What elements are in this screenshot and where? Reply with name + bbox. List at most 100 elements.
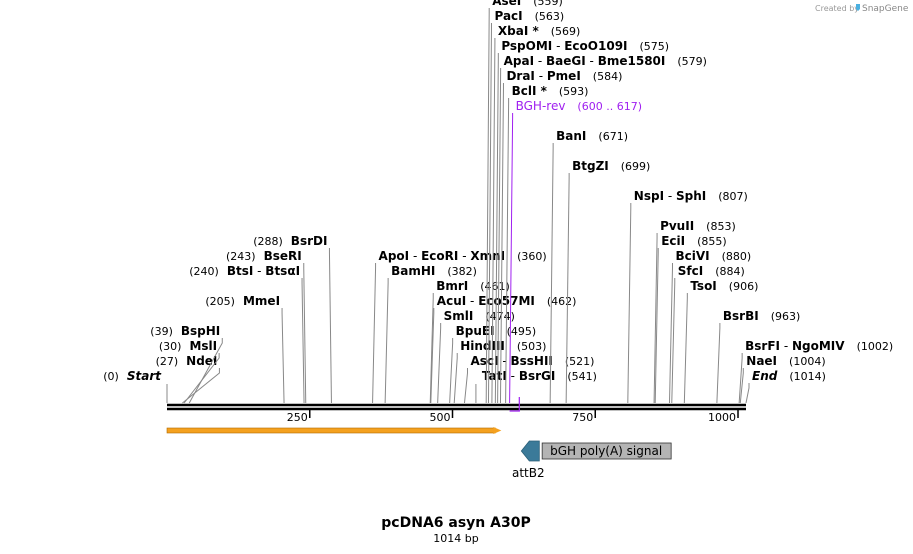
site-tsoi[interactable]: TsoI (906) <box>683 279 758 404</box>
site-leader-line <box>716 323 721 404</box>
site-label: TatI - BsrGI (541) <box>482 369 597 383</box>
credit-logo: Created by SnapGene <box>815 4 909 14</box>
site-leader-line <box>437 323 442 404</box>
site-mmei[interactable]: (205) MmeI <box>205 294 285 404</box>
site-label: End (1014) <box>752 369 826 383</box>
site-tati[interactable]: TatI - BsrGI (541) <box>475 369 597 403</box>
site-bpuei[interactable]: BpuEI (495) <box>449 324 537 404</box>
site-label: (243) BseRI <box>226 249 302 263</box>
site-asci[interactable]: AscI - BssHII (521) <box>463 354 594 404</box>
attb2-feature-arrow[interactable] <box>520 440 540 462</box>
site-leader-line <box>499 83 504 404</box>
tick-label: 250 <box>287 411 308 424</box>
ruler-ticks: 250 500 750 1000 <box>287 410 739 424</box>
site-label: (0) Start <box>103 369 162 383</box>
tick-label: 500 <box>430 411 451 424</box>
credit-text: Created by <box>815 4 859 13</box>
site-label: BanI (671) <box>556 129 628 143</box>
site-bmri[interactable]: BmrI (461) <box>429 279 510 404</box>
site-pvuii[interactable]: PvuII (853) <box>653 219 736 404</box>
tick-label: 1000 <box>708 411 736 424</box>
site-bsrfi[interactable]: BsrFI - NgoMIV (1002) <box>738 339 893 404</box>
site-leader-line <box>494 53 499 404</box>
site-bamhi[interactable]: BamHI (382) <box>384 264 477 404</box>
site-leader-line <box>654 248 659 404</box>
site-bgh-rev[interactable]: BGH-rev (600 .. 617) <box>509 99 642 412</box>
map-title: pcDNA6 asyn A30P <box>381 515 530 531</box>
site-label: SfcI (884) <box>678 264 745 278</box>
site-bseri[interactable]: (243) BseRI <box>226 249 307 404</box>
snapgene-logo-icon <box>856 4 860 11</box>
site-label: BamHI (382) <box>391 264 477 278</box>
site-leader-line <box>505 98 510 404</box>
site-naei[interactable]: NaeI (1004) <box>739 354 826 404</box>
site-label: PacI (563) <box>494 9 564 23</box>
attb2-label: attB2 <box>512 466 545 480</box>
site-label: NaeI (1004) <box>746 354 825 368</box>
site-label: ApoI - EcoRI - XmnI (360) <box>379 249 547 263</box>
site-leader-line <box>429 293 434 404</box>
site-label: BpuEI (495) <box>456 324 537 338</box>
bgh-polya-feature-box[interactable] <box>541 442 672 460</box>
site-xbai-[interactable]: XbaI * (569) <box>491 24 580 404</box>
site-start[interactable]: (0) Start <box>103 369 168 403</box>
site-label: (30) MslI <box>159 339 217 353</box>
site-label: AscI - BssHII (521) <box>470 354 594 368</box>
site-label: BsrFI - NgoMIV (1002) <box>745 339 893 353</box>
site-leader-line <box>491 38 496 404</box>
site-ndei[interactable]: (27) NdeI <box>156 354 220 404</box>
site-sfci[interactable]: SfcI (884) <box>671 264 745 404</box>
site-label: (39) BspHI <box>150 324 220 338</box>
restriction-sites: (0) Start(27) NdeI(30) MslI(39) BspHI (205) Mm… <box>103 0 893 412</box>
site-pspomi[interactable]: PspOMI - EcoO109I (575) <box>494 39 669 404</box>
primer-bracket <box>509 397 520 412</box>
site-leader-line <box>372 263 377 404</box>
site-bcli-[interactable]: BclI * (593) <box>505 84 589 404</box>
site-drai[interactable]: DraI - PmeI (584) <box>499 69 622 404</box>
site-label: (288) BsrDI <box>253 234 327 248</box>
site-leader-line <box>384 278 389 404</box>
tick-label: 750 <box>572 411 593 424</box>
site-msli[interactable]: (30) MslI <box>159 339 220 404</box>
site-leader-line <box>653 233 658 404</box>
site-label: PspOMI - EcoO109I (575) <box>501 39 669 53</box>
site-bsphi[interactable]: (39) BspHI <box>150 324 223 404</box>
map-length: 1014 bp <box>433 532 478 545</box>
site-leader-line <box>668 263 673 404</box>
bgh-polya-label: bGH poly(A) signal <box>550 444 662 458</box>
site-nspi[interactable]: NspI - SphI (807) <box>627 189 748 404</box>
site-bani[interactable]: BanI (671) <box>549 129 628 404</box>
site-leader-line <box>188 338 223 404</box>
site-label: BtgZI (699) <box>572 159 650 173</box>
site-leader-line <box>683 293 688 404</box>
site-leader-line <box>183 353 220 404</box>
site-label: EciI (855) <box>661 234 726 248</box>
site-end[interactable]: End (1014) <box>745 369 826 404</box>
site-label: DraI - PmeI (584) <box>506 69 622 83</box>
site-label: (27) NdeI <box>156 354 218 368</box>
site-label: XbaI * (569) <box>498 24 580 38</box>
site-leader-line <box>303 263 307 404</box>
site-label: SmlI (474) <box>444 309 515 323</box>
site-bsrdi[interactable]: (288) BsrDI <box>253 234 332 404</box>
site-label: ApaI - BaeGI - Bme1580I (579) <box>504 54 707 68</box>
site-leader-line <box>449 338 454 404</box>
site-asei[interactable]: AseI (559) <box>485 0 563 404</box>
site-btsi[interactable]: (240) BtsI - BtsαI <box>189 264 305 404</box>
site-ecii[interactable]: EciI (855) <box>654 234 727 404</box>
site-leader-line <box>509 113 514 404</box>
site-btgzi[interactable]: BtgZI (699) <box>565 159 650 404</box>
site-apai[interactable]: ApaI - BaeGI - Bme1580I (579) <box>497 54 707 404</box>
site-hindiii[interactable]: HindIII (503) <box>453 339 546 404</box>
site-bsrbi[interactable]: BsrBI (963) <box>716 309 800 404</box>
site-leader-line <box>453 353 458 404</box>
site-leader-line <box>430 308 435 404</box>
site-leader-line <box>549 143 554 404</box>
site-leader-line <box>738 353 743 404</box>
site-label: BmrI (461) <box>436 279 510 293</box>
site-paci[interactable]: PacI (563) <box>487 9 564 404</box>
orf-arrow[interactable] <box>166 427 496 434</box>
site-bcivi[interactable]: BciVI (880) <box>668 249 751 404</box>
site-leader-line <box>463 368 468 404</box>
